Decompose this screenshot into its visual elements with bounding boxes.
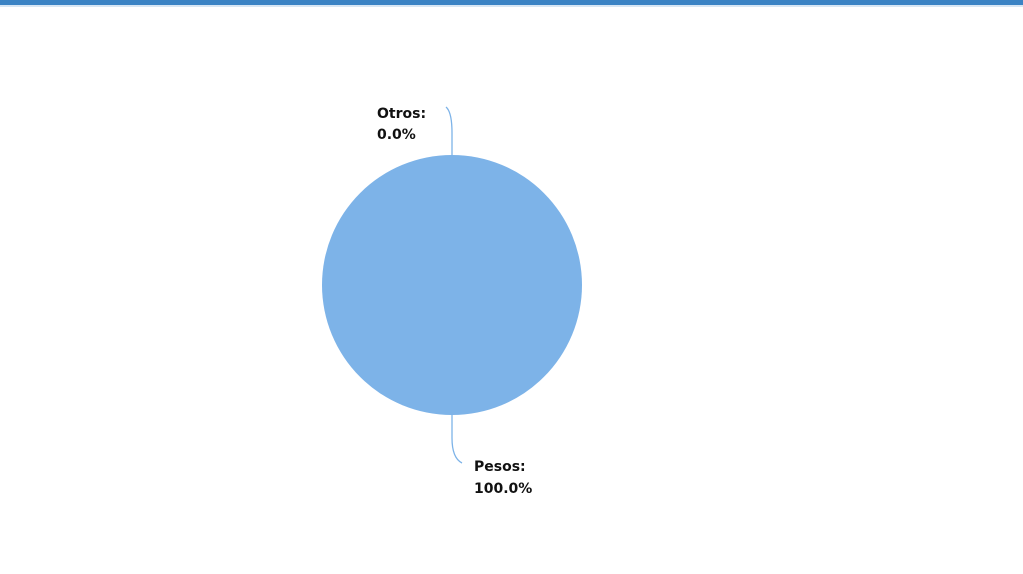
leader-line-otros <box>445 106 453 155</box>
leader-lines <box>445 106 463 464</box>
pie-slice-pesos <box>322 155 582 415</box>
data-label-pesos-name: Pesos: <box>474 459 526 475</box>
header-rule-highlight <box>0 5 1023 7</box>
data-label-pesos-value: 100.0% <box>474 481 532 497</box>
data-label-otros-value: 0.0% <box>377 127 416 143</box>
leader-line-pesos <box>451 415 463 464</box>
header-rule <box>0 0 1023 5</box>
pie-slices <box>322 155 582 415</box>
data-label-otros-name: Otros: <box>377 106 426 122</box>
